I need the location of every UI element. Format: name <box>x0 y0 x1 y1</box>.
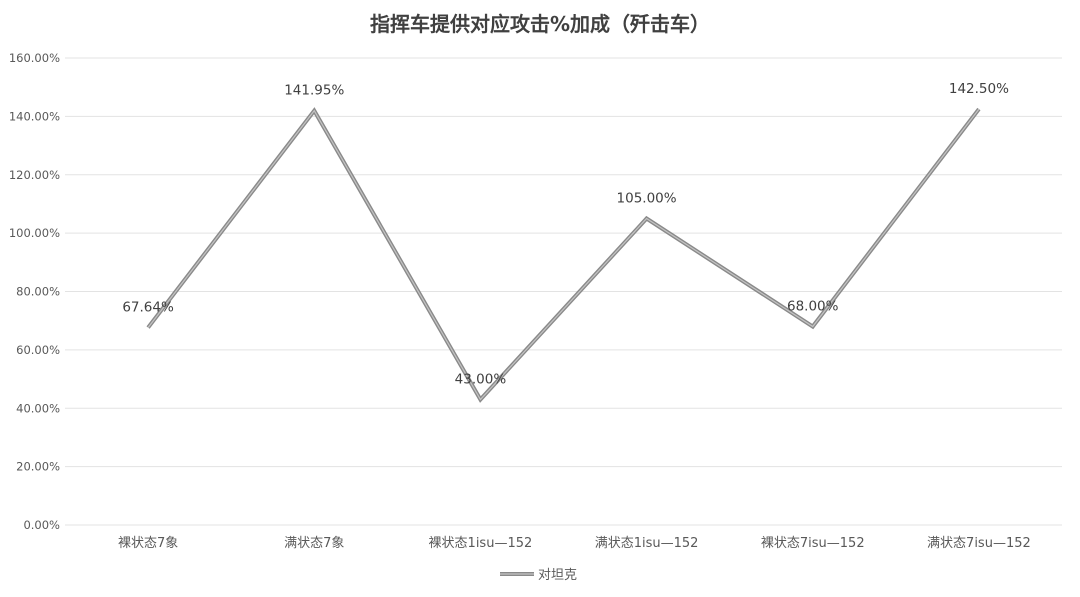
y-tick-label: 140.00% <box>9 109 60 123</box>
series-line-outer <box>146 107 981 403</box>
data-label: 43.00% <box>455 371 507 387</box>
chart-title: 指挥车提供对应攻击%加成（歼击车） <box>370 12 710 36</box>
x-category-label: 裸状态7象 <box>118 536 178 551</box>
data-label: 68.00% <box>787 299 839 315</box>
series-layer <box>146 107 981 403</box>
x-category-label: 裸状态1isu—152 <box>429 536 533 551</box>
series-line <box>147 108 980 401</box>
x-category-label: 满状态7isu—152 <box>927 536 1031 551</box>
data-label: 105.00% <box>617 191 677 207</box>
y-tick-label: 80.00% <box>16 285 60 299</box>
y-axis-ticks: 0.00% 20.00% 40.00% 60.00% 80.00% 100.00% 120.… <box>9 51 60 532</box>
gridlines <box>65 57 1062 526</box>
y-tick-label: 60.00% <box>16 343 60 357</box>
x-axis-categories: 裸状态7象 满状态7象 裸状态1isu—152 满状态1isu—152 裸状态7isu—… <box>118 536 1031 551</box>
x-category-label: 满状态1isu—152 <box>595 536 699 551</box>
x-category-label: 裸状态7isu—152 <box>761 536 865 551</box>
y-tick-label: 100.00% <box>9 226 60 240</box>
y-tick-label: 0.00% <box>23 518 60 532</box>
data-label: 142.50% <box>949 81 1009 97</box>
y-tick-label: 20.00% <box>16 460 60 474</box>
data-labels: 67.64% 141.95% 43.00% 105.00% 68.00% 142.50% <box>122 81 1009 387</box>
y-tick-label: 160.00% <box>9 51 60 65</box>
legend: 对坦克 <box>500 568 577 583</box>
data-label: 141.95% <box>284 83 344 99</box>
y-tick-label: 120.00% <box>9 168 60 182</box>
x-category-label: 满状态7象 <box>284 536 344 551</box>
y-tick-label: 40.00% <box>16 401 60 415</box>
legend-label-series-0: 对坦克 <box>538 568 577 583</box>
data-label: 67.64% <box>122 300 174 316</box>
